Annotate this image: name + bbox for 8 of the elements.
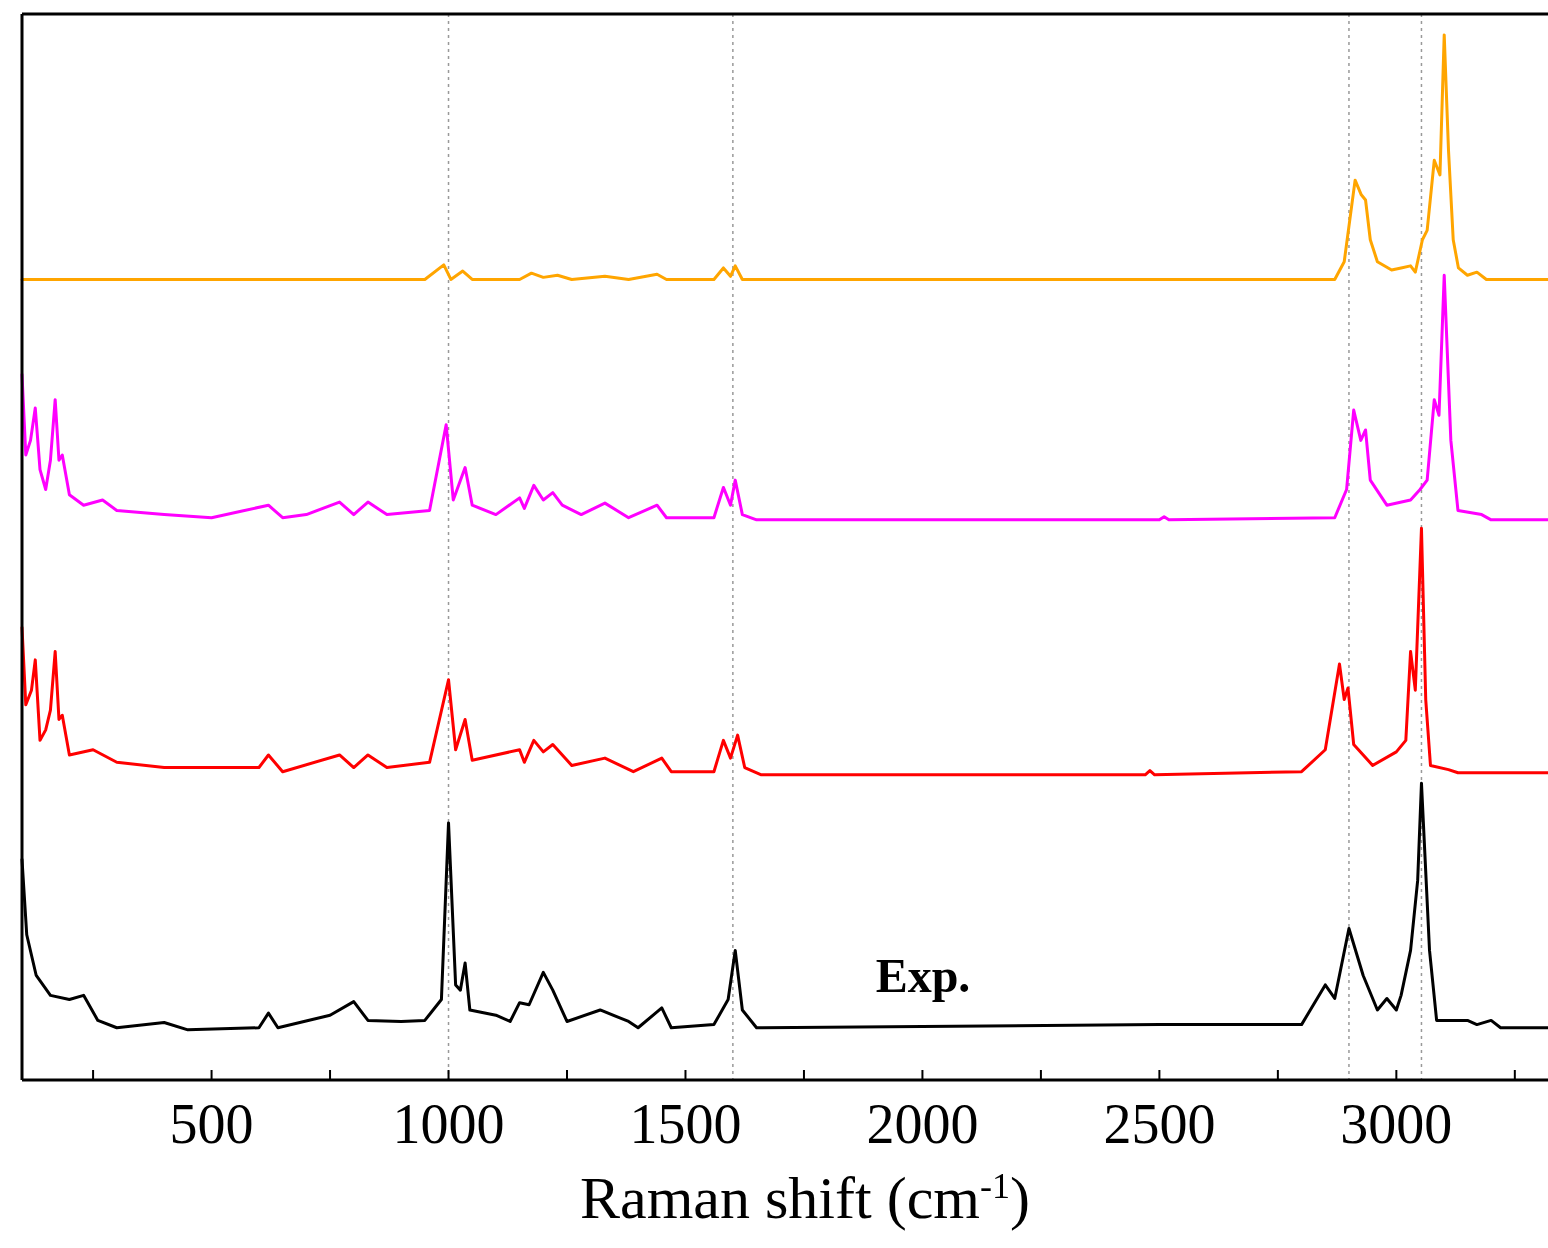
x-axis-title: Raman shift (cm$^{-1}$) <box>580 1165 1030 1231</box>
x-tick-label: 2500 <box>1103 1093 1216 1155</box>
x-tick-label: 1500 <box>629 1093 742 1155</box>
annotation: Exp. <box>875 949 971 1002</box>
x-tick-label: 3000 <box>1340 1093 1453 1155</box>
x-tick-label: 1000 <box>392 1093 505 1155</box>
x-tick-label: 500 <box>169 1093 254 1155</box>
x-tick-label: 2000 <box>866 1093 979 1155</box>
